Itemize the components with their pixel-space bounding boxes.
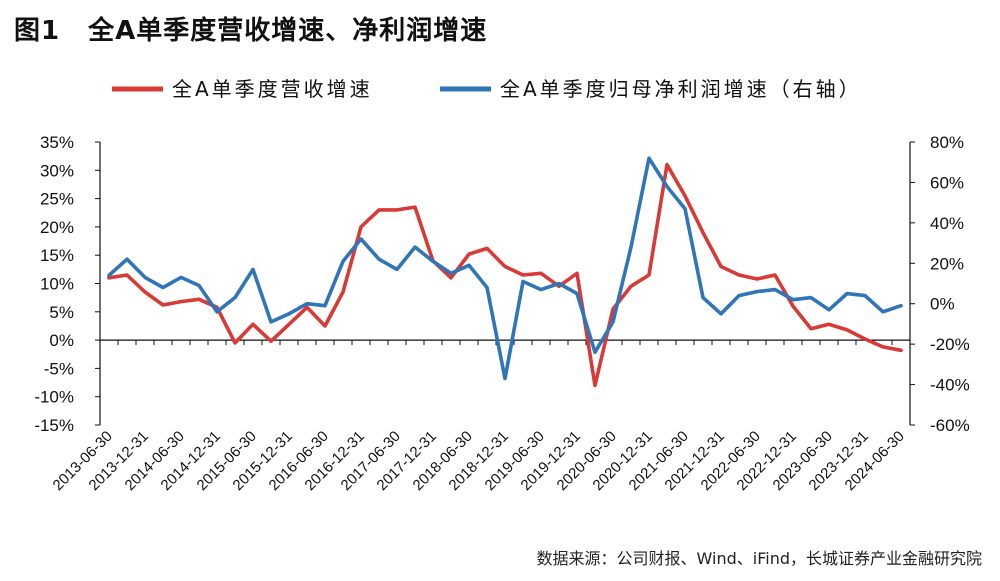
right-y-tick-label: -60% xyxy=(930,416,970,435)
right-y-tick-label: 0% xyxy=(930,295,955,314)
left-y-tick-label: -15% xyxy=(34,416,74,435)
left-y-tick-label: 30% xyxy=(40,161,74,180)
left-y-tick-label: 10% xyxy=(40,275,74,294)
revenue-growth-line xyxy=(107,162,903,388)
left-y-tick-label: -10% xyxy=(34,388,74,407)
left-y-tick-label: 35% xyxy=(40,133,74,152)
left-y-tick-label: 25% xyxy=(40,190,74,209)
figure-title-text: 全A单季度营收增速、净利润增速 xyxy=(88,16,488,46)
left-y-tick-label: 15% xyxy=(40,246,74,265)
left-y-tick-label: 5% xyxy=(49,303,74,322)
legend-profit-label: 全A单季度归母净利润增速（右轴） xyxy=(500,77,862,101)
right-y-tick-label: -20% xyxy=(930,335,970,354)
right-y-tick-label: -40% xyxy=(930,376,970,395)
left-y-tick-label: 20% xyxy=(40,218,74,237)
data-source-note: 数据来源：公司财报、Wind、iFind，长城证券产业金融研究院 xyxy=(536,549,982,568)
right-y-tick-label: 40% xyxy=(930,214,964,233)
left-y-tick-label: 0% xyxy=(49,331,74,350)
figure-number: 图1 xyxy=(14,16,61,46)
right-y-tick-label: 80% xyxy=(930,133,964,152)
legend-revenue-label: 全A单季度营收增速 xyxy=(172,77,373,101)
right-y-tick-label: 60% xyxy=(930,173,964,192)
left-y-tick-label: -5% xyxy=(44,359,74,378)
profit-growth-line xyxy=(107,156,903,381)
figure-title: 图1 全A单季度营收增速、净利润增速 xyxy=(14,10,487,47)
right-y-tick-label: 20% xyxy=(930,254,964,273)
